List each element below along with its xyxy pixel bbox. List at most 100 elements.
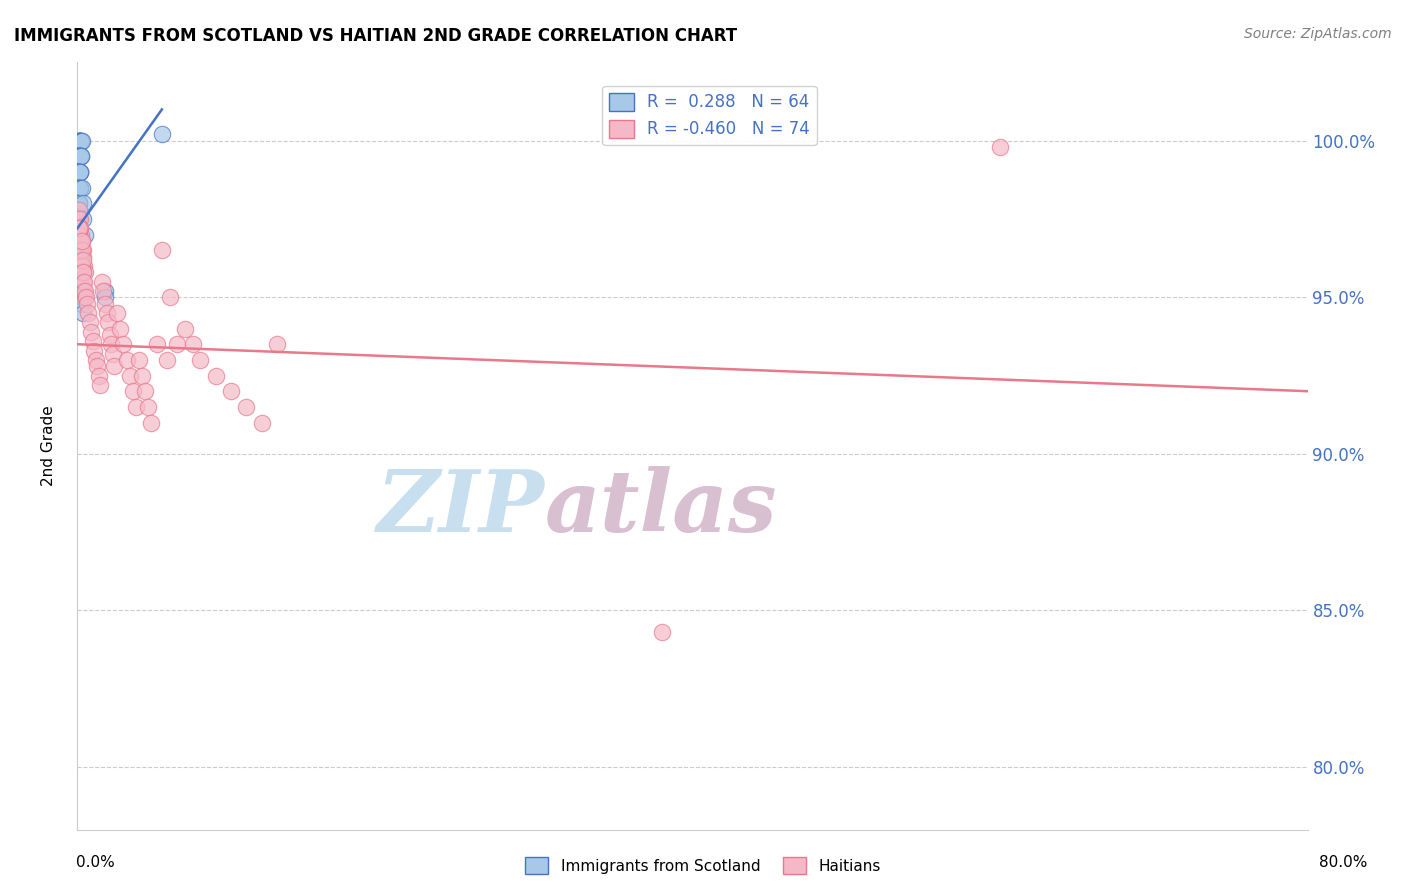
Point xyxy=(67,221,90,235)
Point xyxy=(204,368,226,383)
Point xyxy=(67,227,90,242)
Point xyxy=(69,134,91,148)
Point xyxy=(105,306,128,320)
Point xyxy=(73,259,96,273)
Point xyxy=(73,284,96,298)
Point xyxy=(69,165,91,179)
Point xyxy=(266,337,288,351)
Y-axis label: 2nd Grade: 2nd Grade xyxy=(42,406,56,486)
Point xyxy=(67,149,90,163)
Point xyxy=(69,165,91,179)
Point xyxy=(72,196,94,211)
Point xyxy=(69,252,91,267)
Point xyxy=(69,149,91,163)
Point xyxy=(103,359,125,373)
Point xyxy=(69,134,91,148)
Point xyxy=(70,134,93,148)
Point xyxy=(84,352,107,367)
Point xyxy=(121,384,143,399)
Point xyxy=(146,337,169,351)
Point xyxy=(70,244,93,258)
Point xyxy=(70,296,93,310)
Point xyxy=(67,180,90,194)
Point xyxy=(67,196,90,211)
Point xyxy=(67,165,90,179)
Point xyxy=(67,212,90,227)
Legend: R =  0.288   N = 64, R = -0.460   N = 74: R = 0.288 N = 64, R = -0.460 N = 74 xyxy=(602,87,817,145)
Point xyxy=(67,149,90,163)
Point xyxy=(69,165,91,179)
Point xyxy=(69,234,91,248)
Point xyxy=(72,212,94,227)
Text: Source: ZipAtlas.com: Source: ZipAtlas.com xyxy=(1244,27,1392,41)
Point xyxy=(70,180,93,194)
Point xyxy=(70,284,93,298)
Point xyxy=(67,134,90,148)
Point xyxy=(174,321,197,335)
Point xyxy=(67,234,90,248)
Point xyxy=(67,252,90,267)
Point xyxy=(80,325,103,339)
Text: ZIP: ZIP xyxy=(377,466,546,549)
Point xyxy=(73,290,96,304)
Point xyxy=(94,284,117,298)
Point xyxy=(67,149,90,163)
Point xyxy=(67,165,90,179)
Point xyxy=(69,221,91,235)
Point xyxy=(69,265,91,279)
Point xyxy=(97,315,120,329)
Point xyxy=(70,234,93,248)
Point xyxy=(98,327,121,342)
Point xyxy=(67,134,90,148)
Point xyxy=(128,352,150,367)
Point xyxy=(67,196,90,211)
Point xyxy=(70,134,93,148)
Point xyxy=(73,227,96,242)
Point xyxy=(141,416,163,430)
Point xyxy=(69,149,91,163)
Point xyxy=(100,337,122,351)
Point xyxy=(67,165,90,179)
Point xyxy=(73,265,96,279)
Point xyxy=(69,244,91,258)
Point xyxy=(67,165,90,179)
Point xyxy=(69,149,91,163)
Point xyxy=(89,378,111,392)
Point xyxy=(69,259,91,273)
Point xyxy=(75,290,97,304)
Point xyxy=(93,284,115,298)
Point xyxy=(94,290,117,304)
Point xyxy=(70,227,93,242)
Point xyxy=(131,368,153,383)
Point xyxy=(70,252,93,267)
Point xyxy=(69,180,91,194)
Point xyxy=(70,149,93,163)
Point xyxy=(67,196,90,211)
Point xyxy=(69,134,91,148)
Point xyxy=(79,315,101,329)
Point xyxy=(67,212,90,227)
Point xyxy=(134,384,156,399)
Point xyxy=(73,284,96,298)
Point xyxy=(67,180,90,194)
Text: atlas: atlas xyxy=(546,466,778,549)
Point xyxy=(150,244,173,258)
Point xyxy=(67,149,90,163)
Point xyxy=(70,234,93,248)
Point xyxy=(67,212,90,227)
Point xyxy=(96,306,118,320)
Legend: Immigrants from Scotland, Haitians: Immigrants from Scotland, Haitians xyxy=(519,851,887,880)
Point xyxy=(110,321,132,335)
Point xyxy=(136,400,159,414)
Point xyxy=(77,306,100,320)
Point xyxy=(115,352,138,367)
Point xyxy=(67,134,90,148)
Point xyxy=(83,343,105,358)
Point xyxy=(82,334,104,348)
Point xyxy=(250,416,273,430)
Point xyxy=(72,252,94,267)
Point xyxy=(188,352,212,367)
Point xyxy=(150,128,173,142)
Point xyxy=(69,180,91,194)
Point xyxy=(72,275,94,289)
